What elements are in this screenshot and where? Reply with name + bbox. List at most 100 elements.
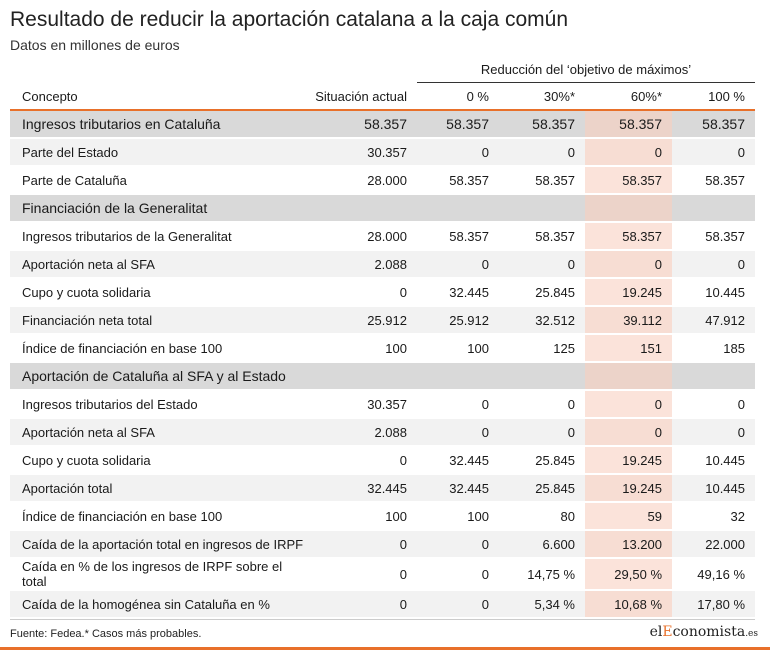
row-label: Ingresos tributarios en Cataluña: [10, 110, 307, 139]
cell-value: 58.357: [585, 222, 672, 251]
table-header-row: Concepto Situación actual 0 % 30%* 60%* …: [10, 83, 755, 111]
row-label: Índice de financiación en base 100: [10, 334, 307, 363]
cell-value: 17,80 %: [672, 590, 755, 619]
cell-value: 58.357: [672, 110, 755, 139]
cell-value: 10,68 %: [585, 590, 672, 619]
cell-value: 0: [585, 138, 672, 167]
column-header: 0 %: [417, 83, 499, 111]
cell-value: 19.245: [585, 474, 672, 503]
table-row: Cupo y cuota solidaria 0 32.445 25.845 19.24…: [10, 446, 755, 475]
cell-value: 100: [307, 334, 417, 363]
table-row: Aportación neta al SFA 2.088 0 0 0 0: [10, 418, 755, 447]
cell-value: 28.000: [307, 222, 417, 251]
page-subtitle: Datos en millones de euros: [10, 37, 180, 53]
table-row: Aportación neta al SFA 2.088 0 0 0 0: [10, 250, 755, 279]
cell-value: 6.600: [499, 530, 585, 559]
table-row: Ingresos tributarios de la Generalitat 28…: [10, 222, 755, 251]
cell-value: [585, 362, 672, 391]
cell-value: 25.845: [499, 474, 585, 503]
table-row: Índice de financiación en base 100 100 100…: [10, 502, 755, 531]
cell-value: [307, 194, 417, 223]
row-label: Aportación neta al SFA: [10, 418, 307, 447]
row-label: Parte de Cataluña: [10, 166, 307, 195]
cell-value: 0: [417, 418, 499, 447]
column-header: 100 %: [672, 83, 755, 111]
cell-value: 0: [307, 558, 417, 591]
row-label: Parte del Estado: [10, 138, 307, 167]
section-row: Financiación de la Generalitat: [10, 194, 755, 223]
cell-value: 32: [672, 502, 755, 531]
cell-value: 0: [672, 250, 755, 279]
cell-value: 58.357: [585, 166, 672, 195]
cell-value: 28.000: [307, 166, 417, 195]
column-header: Concepto: [10, 83, 307, 111]
footer-divider: [10, 619, 755, 620]
cell-value: 58.357: [417, 166, 499, 195]
row-label: Caída en % de los ingresos de IRPF sobre…: [10, 558, 307, 591]
cell-value: 0: [307, 590, 417, 619]
column-header: 60%*: [585, 83, 672, 111]
cell-value: 32.445: [417, 446, 499, 475]
table-body: Ingresos tributarios en Cataluña 58.357 58…: [10, 110, 755, 619]
cell-value: 0: [417, 530, 499, 559]
cell-value: 58.357: [417, 110, 499, 139]
cell-value: 25.912: [307, 306, 417, 335]
cell-value: 2.088: [307, 418, 417, 447]
cell-value: 0: [417, 590, 499, 619]
cell-value: 58.357: [499, 166, 585, 195]
cell-value: 0: [307, 446, 417, 475]
table-row: Ingresos tributarios del Estado 30.357 0 0 0…: [10, 390, 755, 419]
cell-value: 151: [585, 334, 672, 363]
cell-value: [417, 362, 499, 391]
accent-bar: [0, 647, 770, 650]
cell-value: 5,34 %: [499, 590, 585, 619]
cell-value: 29,50 %: [585, 558, 672, 591]
row-label: Financiación de la Generalitat: [10, 194, 307, 223]
cell-value: 39.112: [585, 306, 672, 335]
cell-value: 32.445: [417, 278, 499, 307]
cell-value: [672, 362, 755, 391]
column-header: Situación actual: [307, 83, 417, 111]
cell-value: 10.445: [672, 446, 755, 475]
cell-value: 19.245: [585, 278, 672, 307]
cell-value: 25.912: [417, 306, 499, 335]
cell-value: 30.357: [307, 138, 417, 167]
cell-value: 47.912: [672, 306, 755, 335]
cell-value: 0: [307, 530, 417, 559]
cell-value: 49,16 %: [672, 558, 755, 591]
cell-value: 30.357: [307, 390, 417, 419]
cell-value: 100: [417, 502, 499, 531]
table-row: Cupo y cuota solidaria 0 32.445 25.845 19.24…: [10, 278, 755, 307]
cell-value: 58.357: [307, 110, 417, 139]
cell-value: 0: [499, 418, 585, 447]
cell-value: 14,75 %: [499, 558, 585, 591]
cell-value: 0: [417, 390, 499, 419]
cell-value: 185: [672, 334, 755, 363]
table-row: Parte de Cataluña 28.000 58.357 58.357 58.35…: [10, 166, 755, 195]
cell-value: 32.445: [307, 474, 417, 503]
cell-value: 25.845: [499, 446, 585, 475]
table-row: Parte del Estado 30.357 0 0 0 0: [10, 138, 755, 167]
cell-value: 0: [307, 278, 417, 307]
cell-value: 100: [307, 502, 417, 531]
cell-value: 0: [417, 138, 499, 167]
publisher-logo: elEconomista.es: [649, 624, 758, 640]
cell-value: 59: [585, 502, 672, 531]
table-row: Caída de la homogénea sin Cataluña en % 0…: [10, 590, 755, 619]
cell-value: 100: [417, 334, 499, 363]
cell-value: 58.357: [499, 222, 585, 251]
row-label: Cupo y cuota solidaria: [10, 446, 307, 475]
cell-value: 58.357: [585, 110, 672, 139]
cell-value: 13.200: [585, 530, 672, 559]
cell-value: 0: [585, 390, 672, 419]
row-label: Aportación neta al SFA: [10, 250, 307, 279]
cell-value: 58.357: [672, 166, 755, 195]
cell-value: 2.088: [307, 250, 417, 279]
table-row: Caída de la aportación total en ingresos…: [10, 530, 755, 559]
cell-value: 0: [672, 418, 755, 447]
cell-value: 25.845: [499, 278, 585, 307]
table-row: Índice de financiación en base 100 100 100…: [10, 334, 755, 363]
cell-value: 19.245: [585, 446, 672, 475]
data-table: Concepto Situación actual 0 % 30%* 60%* …: [10, 83, 755, 619]
cell-value: 22.000: [672, 530, 755, 559]
